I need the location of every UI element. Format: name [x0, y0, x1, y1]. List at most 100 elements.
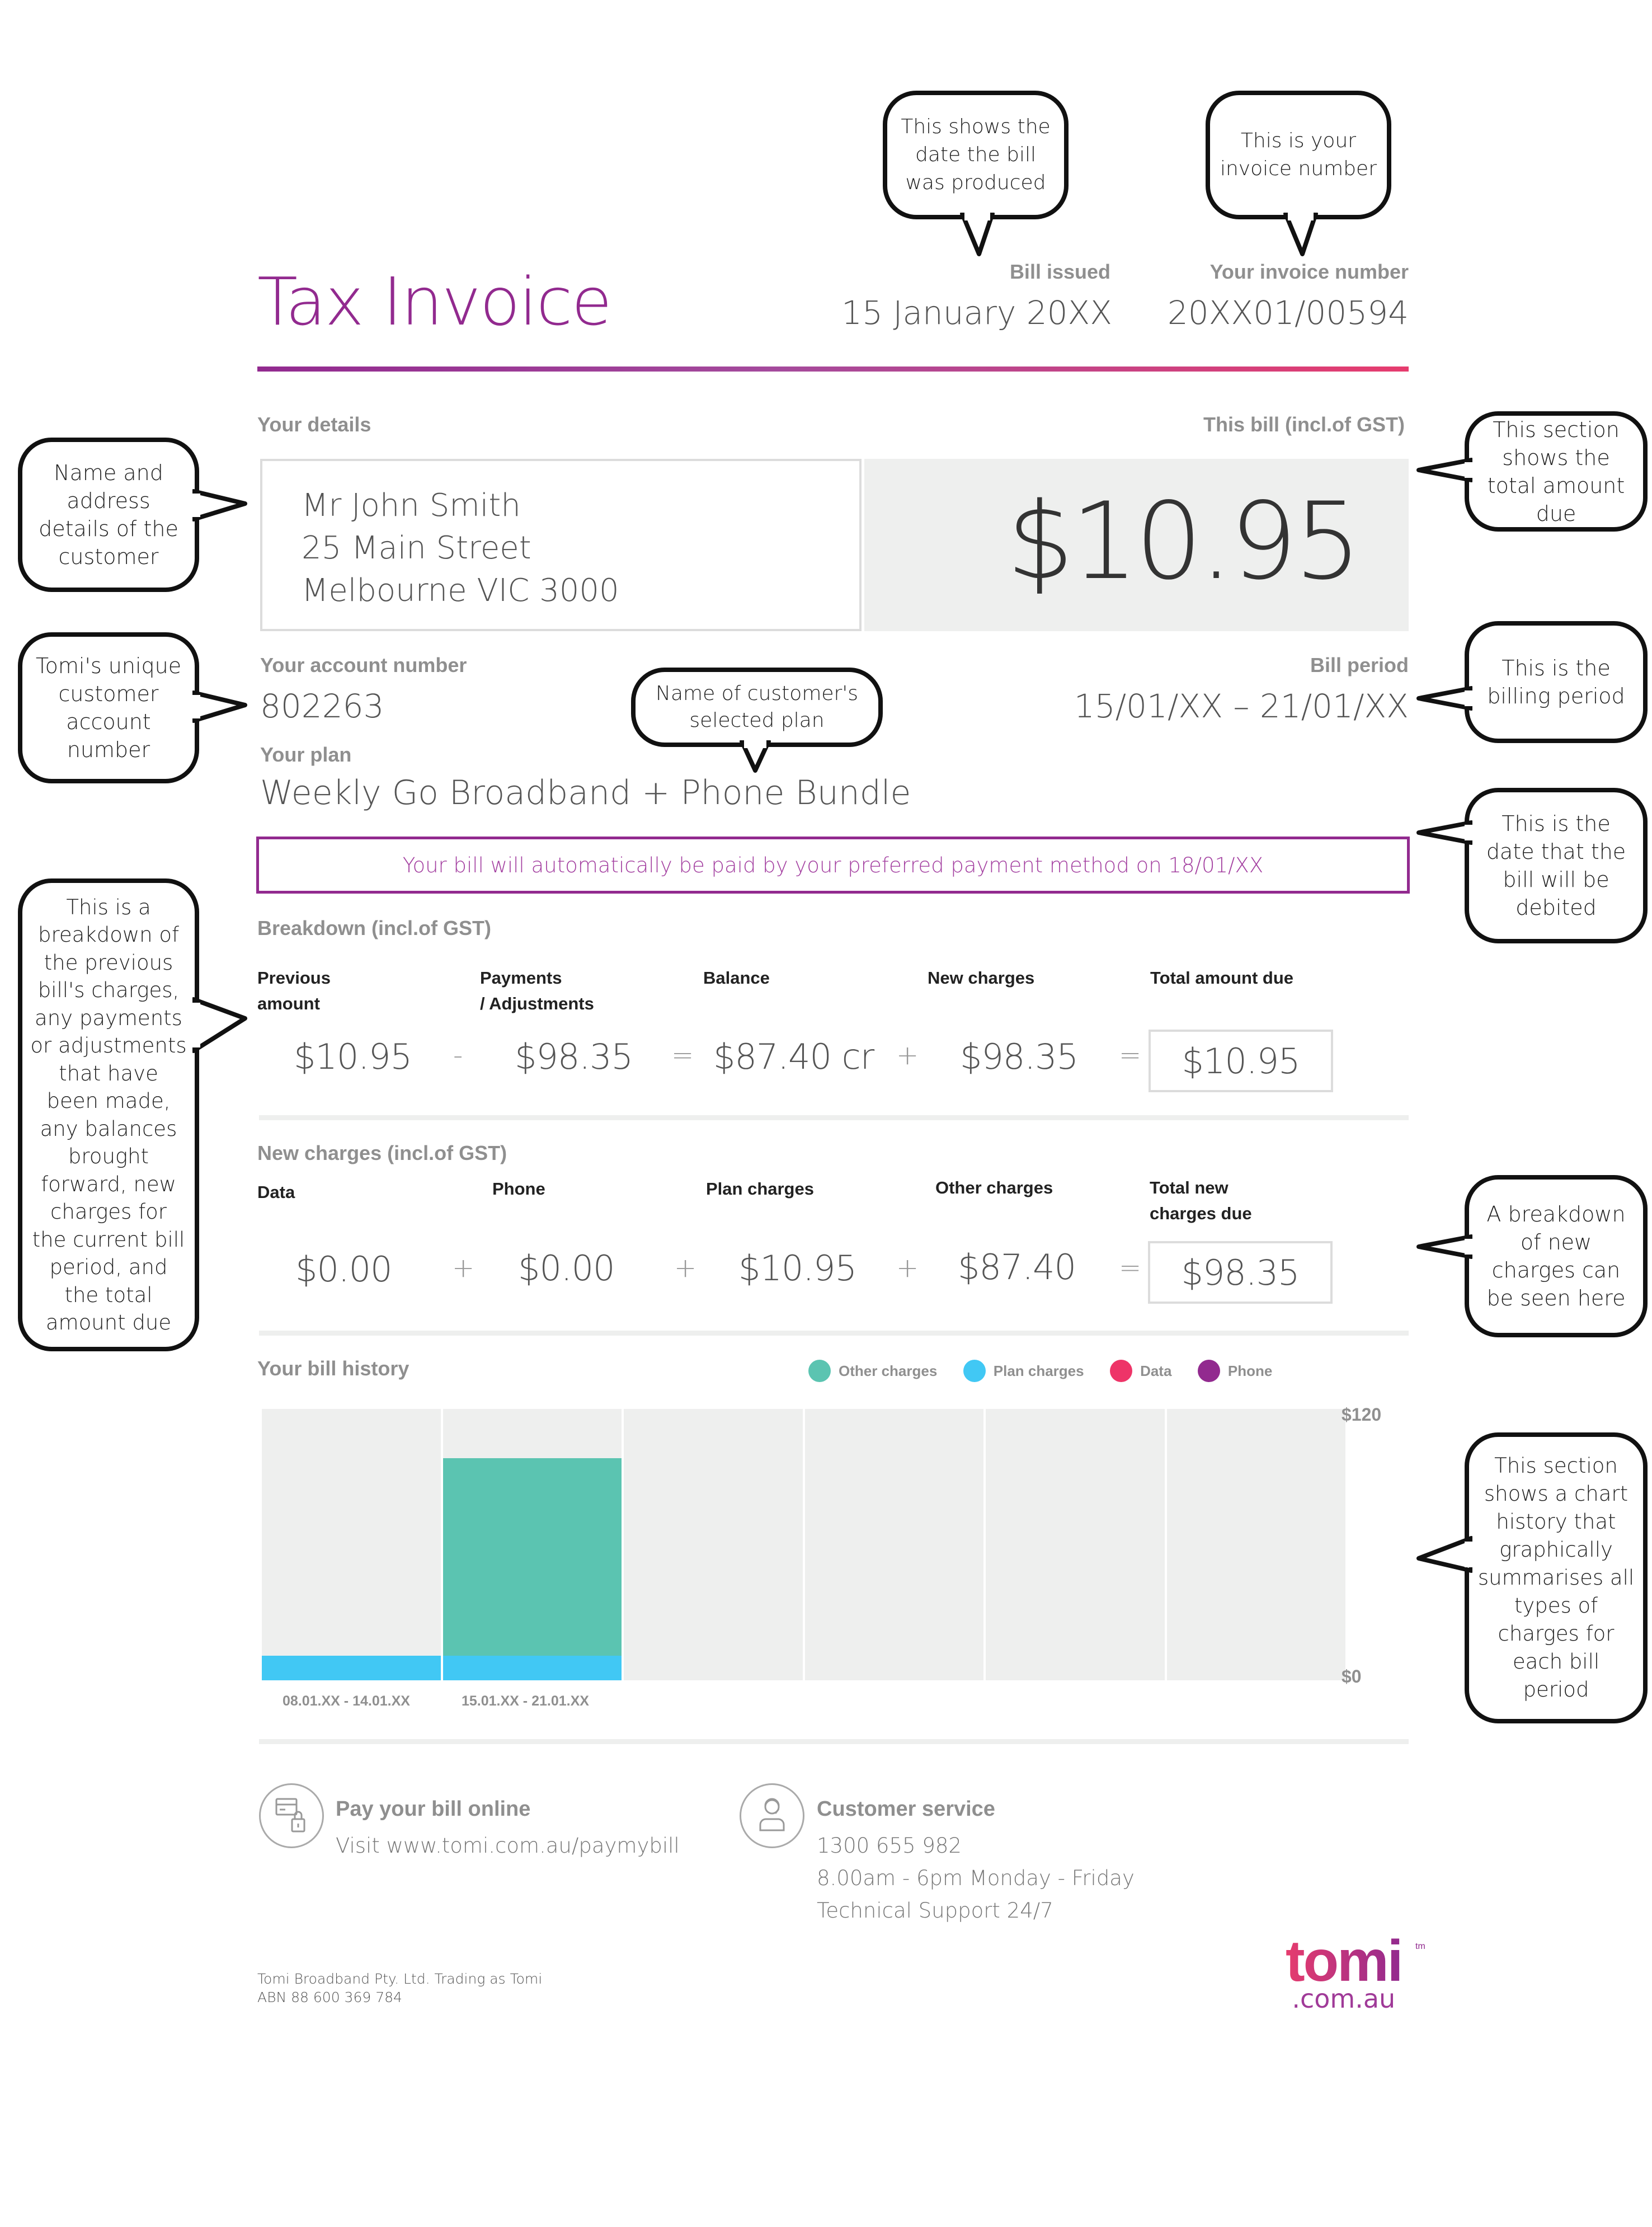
- customer-city: Melbourne VIC 3000: [302, 572, 619, 609]
- breakdown-header-balance: Balance: [703, 968, 770, 988]
- technical-support-hours: Technical Support 24/7: [817, 1899, 1053, 1923]
- callout-tail: [1416, 458, 1472, 482]
- new-charges-header-plan: Plan charges: [706, 1179, 814, 1199]
- autopay-notice: Your bill will automatically be paid by …: [256, 837, 1410, 894]
- callout-tail: [1416, 820, 1472, 845]
- phone-dot-icon: [1197, 1360, 1220, 1382]
- breakdown-payments: $98.35: [515, 1036, 633, 1077]
- chart-column: [986, 1409, 1165, 1680]
- bar-other-charges: [443, 1458, 622, 1656]
- legal-text: Tomi Broadband Pty. Ltd. Trading as Tomi…: [257, 1971, 543, 2005]
- callout-tail: [1416, 1536, 1472, 1573]
- new-charges-header-phone: Phone: [492, 1179, 545, 1199]
- page-title: Tax Invoice: [257, 263, 612, 340]
- bar-plan-charges: [262, 1656, 441, 1680]
- your-details-label: Your details: [257, 413, 371, 436]
- breakdown-header-new-charges: New charges: [928, 968, 1035, 988]
- new-charges-phone: $0.00: [518, 1248, 615, 1289]
- new-charges-total-box: $98.35: [1148, 1241, 1333, 1304]
- customer-service-phone: 1300 655 982: [817, 1834, 962, 1858]
- header-gradient-divider: [257, 367, 1409, 372]
- pay-online-link[interactable]: Visit www.tomi.com.au/paymybill: [336, 1834, 680, 1858]
- this-bill-label: This bill (incl.of GST): [1203, 413, 1405, 436]
- plus-operator: +: [674, 1252, 697, 1284]
- callout-tail: [1283, 213, 1318, 256]
- section-divider: [259, 1115, 1409, 1120]
- plus-operator: +: [896, 1252, 919, 1284]
- new-charges-other: $87.40: [958, 1247, 1076, 1288]
- this-bill-panel: $10.95: [864, 459, 1409, 631]
- x-axis-label: 08.01.XX - 14.01.XX: [283, 1693, 410, 1709]
- y-axis-min-label: $0: [1342, 1666, 1362, 1686]
- x-axis-label: 15.01.XX - 21.01.XX: [462, 1693, 589, 1709]
- bar-plan-charges: [443, 1656, 622, 1680]
- legend-plan-charges: Plan charges: [963, 1360, 1084, 1382]
- customer-name: Mr John Smith: [302, 487, 521, 524]
- breakdown-total-amount: $10.95: [1182, 1040, 1301, 1082]
- callout-tail: [192, 690, 247, 723]
- customer-service-hours: 8.00am - 6pm Monday - Friday: [817, 1866, 1135, 1890]
- new-charges-label: New charges (incl.of GST): [257, 1141, 507, 1164]
- chart-column: [804, 1409, 983, 1680]
- customer-service-heading: Customer service: [817, 1797, 995, 1821]
- customer-address-box: Mr John Smith 25 Main Street Melbourne V…: [260, 459, 862, 631]
- callout-breakdown: This is a breakdown of the previous bill…: [18, 878, 199, 1351]
- other-charges-dot-icon: [808, 1360, 831, 1382]
- pay-online-heading: Pay your bill online: [336, 1797, 531, 1821]
- customer-street: 25 Main Street: [302, 530, 531, 566]
- callout-plan: Name of customer's selected plan: [631, 668, 883, 747]
- breakdown-label: Breakdown (incl.of GST): [257, 917, 492, 939]
- minus-operator: -: [453, 1040, 463, 1071]
- new-charges-header-other: Other charges: [935, 1178, 1053, 1197]
- new-charges-plan: $10.95: [738, 1248, 857, 1289]
- callout-chart: This section shows a chart history that …: [1465, 1432, 1648, 1723]
- legend-other-charges: Other charges: [808, 1360, 937, 1382]
- plan-label: Your plan: [260, 743, 352, 766]
- legend-data: Data: [1110, 1360, 1171, 1382]
- account-number-value: 802263: [260, 687, 384, 725]
- new-charges-data: $0.00: [295, 1249, 392, 1290]
- plan-charges-dot-icon: [963, 1360, 986, 1382]
- data-dot-icon: [1110, 1360, 1133, 1382]
- bill-issued-value: 15 January 20XX: [841, 294, 1112, 332]
- callout-account-number: Tomi's unique customer account number: [18, 632, 199, 783]
- section-divider: [259, 1331, 1409, 1336]
- callout-billing-period: This is the billing period: [1465, 621, 1648, 743]
- tomi-logo: tomi .com.au: [1286, 1929, 1404, 2014]
- breakdown-previous-amount: $10.95: [294, 1036, 412, 1077]
- equals-operator: =: [1119, 1040, 1142, 1071]
- callout-invoice-number: This is your invoice number: [1206, 91, 1391, 219]
- account-number-label: Your account number: [260, 654, 467, 676]
- chart-column: [443, 1409, 622, 1680]
- plan-value: Weekly Go Broadband + Phone Bundle: [260, 773, 911, 812]
- callout-tail: [1416, 686, 1472, 711]
- breakdown-new-charges: $98.35: [960, 1036, 1079, 1077]
- bill-history-chart: [262, 1409, 1345, 1680]
- chart-column: [624, 1409, 803, 1680]
- bill-history-label: Your bill history: [257, 1357, 410, 1380]
- breakdown-total-box: $10.95: [1149, 1030, 1333, 1092]
- breakdown-balance: $87.40 cr: [713, 1036, 874, 1077]
- callout-bill-date: This shows the date the bill was produce…: [883, 91, 1069, 219]
- trademark-mark: tm: [1415, 1942, 1425, 1951]
- new-charges-header-total: Total new charges due: [1150, 1178, 1252, 1223]
- customer-service-icon: [740, 1783, 804, 1848]
- callout-tail: [192, 489, 247, 521]
- breakdown-header-payments: Payments / Adjustments: [480, 968, 594, 1013]
- plus-operator: +: [896, 1040, 919, 1071]
- legend-phone: Phone: [1197, 1360, 1272, 1382]
- chart-column: [262, 1409, 441, 1680]
- bill-issued-label: Bill issued: [1009, 260, 1110, 283]
- this-bill-amount: $10.95: [1006, 480, 1362, 603]
- callout-debit-date: This is the date that the bill will be d…: [1465, 788, 1648, 943]
- breakdown-header-previous: Previous amount: [257, 968, 331, 1013]
- new-charges-total: $98.35: [1181, 1252, 1300, 1293]
- callout-total-due: This section shows the total amount due: [1465, 411, 1648, 532]
- invoice-number-value: 20XX01/00594: [1167, 294, 1409, 332]
- callout-new-charges: A breakdown of new charges can be seen h…: [1465, 1175, 1648, 1337]
- equals-operator: =: [1119, 1252, 1142, 1284]
- chart-legend: Other charges Plan charges Data Phone: [808, 1360, 1296, 1385]
- callout-tail: [192, 997, 247, 1053]
- section-divider: [259, 1739, 1409, 1744]
- pay-online-icon: [259, 1783, 324, 1848]
